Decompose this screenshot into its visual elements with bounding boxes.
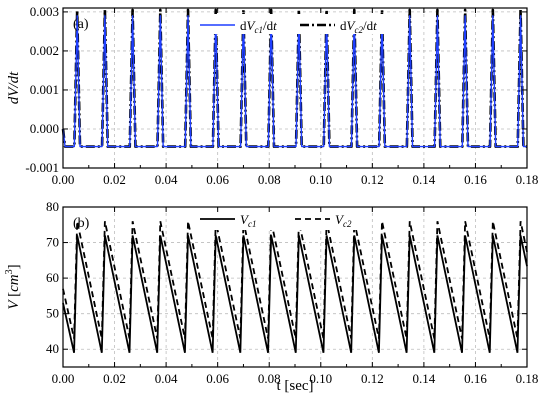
b-x-tick-label: 0.18 [516, 371, 539, 386]
b-x-tick-label: 0.12 [361, 371, 384, 386]
panel-b-label: (b) [73, 216, 90, 231]
b-x-tick-label: 0.16 [464, 371, 487, 386]
a-x-tick-label: 0.12 [361, 172, 384, 187]
b-y-tick-label: 80 [46, 199, 59, 214]
legend-label-c2: dVc2/dt [340, 18, 377, 35]
legend-label-c1: dVc1/dt [240, 18, 277, 35]
a-y-tick-label: 0.002 [30, 43, 59, 58]
panel-b-series [62, 221, 528, 353]
a-x-tick-label: 0.16 [464, 172, 487, 187]
panel-a-ticks: 0.00 0.02 0.04 0.06 0.08 0.10 0.12 0.14 0.16 0.18… [25, 4, 538, 187]
a-x-tick-label: 0.00 [52, 172, 75, 187]
a-y-tick-label: 0.003 [30, 4, 59, 19]
b-x-tick-label: 0.10 [309, 371, 332, 386]
panel-a-label: (a) [73, 17, 89, 32]
b-x-tick-label: 0.08 [258, 371, 281, 386]
a-x-tick-label: 0.10 [309, 172, 332, 187]
legend-label-c1: Vc1 [240, 212, 256, 229]
panel-b-y-axis-label: V [cm3] [4, 264, 22, 309]
b-x-tick-label: 0.06 [206, 371, 229, 386]
a-x-tick-label: 0.06 [206, 172, 229, 187]
series-Vc2 [62, 221, 528, 339]
legend-label-c2: Vc2 [335, 212, 352, 229]
b-x-tick-label: 0.14 [413, 371, 436, 386]
a-x-tick-label: 0.14 [413, 172, 436, 187]
a-x-tick-label: 0.18 [516, 172, 539, 187]
series-dVc1-dt [62, 15, 527, 148]
panel-a-legend: dVc1/dt dVc2/dt [196, 14, 404, 35]
a-x-tick-label: 0.02 [103, 172, 126, 187]
panel-b-legend: Vc1 Vc2 [196, 212, 364, 230]
b-y-tick-label: 50 [46, 306, 59, 321]
b-x-tick-label: 0.04 [155, 371, 178, 386]
panel-b-x-axis-label: t [sec] [276, 378, 313, 394]
b-y-tick-label: 70 [46, 235, 59, 250]
a-y-tick-label: 0.001 [30, 82, 59, 97]
a-y-tick-label: 0.000 [30, 121, 59, 136]
panel-b-ticks: 0.00 0.02 0.04 0.06 0.08 0.10 0.12 0.14 0.16 0.18… [46, 199, 538, 386]
panel-b: 0.00 0.02 0.04 0.06 0.08 0.10 0.12 0.14 0.16 0.18… [4, 199, 538, 394]
a-x-tick-label: 0.04 [155, 172, 178, 187]
panel-a: 0.00 0.02 0.04 0.06 0.08 0.10 0.12 0.14 0.16 0.18… [6, 4, 538, 187]
b-y-tick-label: 60 [46, 270, 59, 285]
b-y-tick-label: 40 [46, 341, 59, 356]
a-x-tick-label: 0.08 [258, 172, 281, 187]
legend-background [196, 212, 364, 230]
b-x-tick-label: 0.00 [52, 371, 75, 386]
b-x-tick-label: 0.02 [103, 371, 126, 386]
panel-a-y-axis-label: dV/dt [6, 71, 22, 104]
panel-a-series [61, 8, 527, 148]
a-y-tick-label: -0.001 [25, 160, 59, 175]
